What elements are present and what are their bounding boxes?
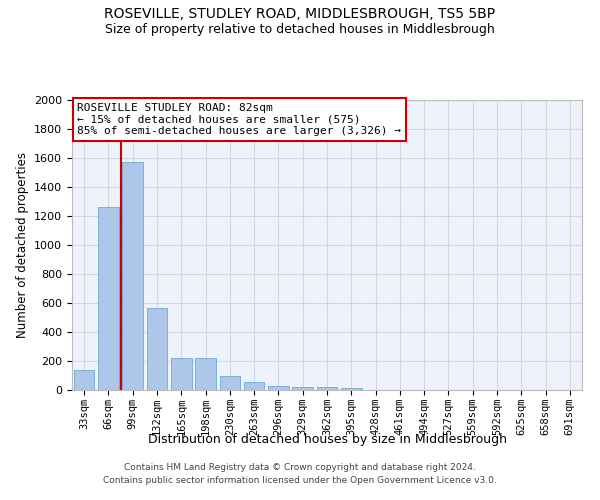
Bar	[146, 308, 167, 390]
Bar	[122, 162, 143, 390]
Text: Contains public sector information licensed under the Open Government Licence v3: Contains public sector information licen…	[103, 476, 497, 485]
Text: Distribution of detached houses by size in Middlesbrough: Distribution of detached houses by size …	[148, 432, 506, 446]
Bar	[171, 358, 191, 390]
Bar	[195, 358, 216, 390]
Bar	[74, 370, 94, 390]
Bar	[98, 206, 119, 390]
Bar	[341, 388, 362, 390]
Bar	[268, 386, 289, 390]
Y-axis label: Number of detached properties: Number of detached properties	[16, 152, 29, 338]
Text: ROSEVILLE STUDLEY ROAD: 82sqm
← 15% of detached houses are smaller (575)
85% of : ROSEVILLE STUDLEY ROAD: 82sqm ← 15% of d…	[77, 103, 401, 136]
Text: Contains HM Land Registry data © Crown copyright and database right 2024.: Contains HM Land Registry data © Crown c…	[124, 462, 476, 471]
Text: Size of property relative to detached houses in Middlesbrough: Size of property relative to detached ho…	[105, 22, 495, 36]
Bar	[292, 387, 313, 390]
Bar	[220, 376, 240, 390]
Bar	[317, 387, 337, 390]
Text: ROSEVILLE, STUDLEY ROAD, MIDDLESBROUGH, TS5 5BP: ROSEVILLE, STUDLEY ROAD, MIDDLESBROUGH, …	[104, 8, 496, 22]
Bar	[244, 382, 265, 390]
